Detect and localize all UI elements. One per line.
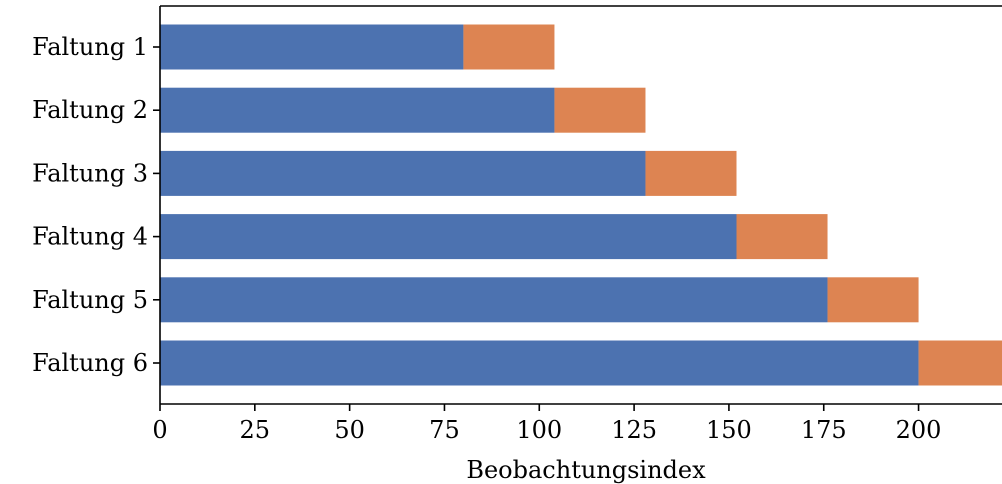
bar-4-series-2 [736, 214, 828, 260]
bar-6-series-2 [918, 340, 1002, 386]
x-ticks: 0 25 50 75 100 125 150 175 200 [152, 404, 941, 444]
x-axis-title: Beobachtungsindex [466, 456, 706, 484]
bar-4-series-1 [160, 214, 737, 260]
bar-5-series-1 [160, 277, 828, 323]
x-tick-label: 100 [516, 416, 562, 444]
bar-3-series-2 [645, 150, 737, 196]
y-tick-label: Faltung 4 [32, 223, 148, 251]
x-tick-label: 25 [240, 416, 271, 444]
y-tick-label: Faltung 2 [32, 96, 148, 124]
x-tick-label: 125 [611, 416, 657, 444]
bar-6-series-1 [160, 340, 919, 386]
bar-3-series-1 [160, 150, 646, 196]
y-tick-label: Faltung 1 [32, 33, 148, 61]
bar-2-series-2 [554, 87, 646, 133]
x-tick-label: 200 [896, 416, 942, 444]
x-tick-label: 175 [801, 416, 847, 444]
x-tick-label: 75 [429, 416, 460, 444]
y-ticks: Faltung 1 Faltung 2 Faltung 3 Faltung 4 Falt… [32, 33, 160, 377]
y-tick-label: Faltung 6 [32, 349, 148, 377]
bar-5-series-2 [827, 277, 919, 323]
x-tick-label: 50 [334, 416, 365, 444]
bar-1-series-1 [160, 24, 464, 70]
x-tick-label: 150 [706, 416, 752, 444]
axes [159, 5, 1002, 405]
bar-2-series-1 [160, 87, 555, 133]
y-tick-label: Faltung 5 [32, 286, 148, 314]
x-tick-label: 0 [152, 416, 167, 444]
bars [160, 24, 1002, 386]
y-tick-label: Faltung 3 [32, 159, 148, 187]
bar-1-series-2 [463, 24, 555, 70]
